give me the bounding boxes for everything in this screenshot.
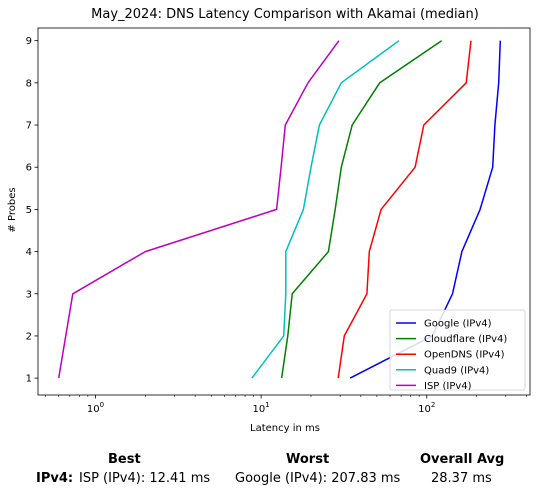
overall-avg-header: Overall Avg [420, 452, 505, 467]
y-tick-label: 9 [26, 36, 32, 47]
legend: Google (IPv4) Cloudflare (IPv4) OpenDNS (I… [389, 309, 526, 392]
x-tick-label: 101 [252, 401, 269, 415]
x-tick-label: 102 [418, 401, 435, 415]
summary-table: Best Worst Overall Avg IPv4: ISP (IPv4):… [0, 448, 541, 496]
series-line-1 [280, 40, 443, 379]
axes-frame [37, 27, 531, 396]
legend-label-4: ISP (IPv4) [424, 381, 472, 392]
x-tick-label: 100 [87, 401, 104, 415]
x-axis-label: Latency in ms [250, 423, 320, 434]
y-tick-label: 6 [26, 163, 32, 174]
overall-avg-value: 28.37 ms [431, 471, 492, 486]
legend-label-3: Quad9 (IPv4) [424, 365, 489, 376]
legend-box [389, 309, 526, 391]
y-tick-label: 2 [26, 331, 32, 342]
worst-header: Worst [286, 452, 330, 467]
plot-area: 100 101 102 1 2 3 4 5 6 7 8 9 Google (IPv4) Cloudflar… [26, 27, 531, 415]
y-tick-label: 3 [26, 289, 32, 300]
row-label-text: IPv4 [36, 471, 68, 486]
y-tick-label: 7 [26, 121, 32, 132]
series-line-2 [337, 40, 472, 379]
worst-value: Google (IPv4): 207.83 ms [235, 471, 401, 486]
chart-title: May_2024: DNS Latency Comparison with Ak… [91, 7, 479, 22]
best-value: ISP (IPv4): 12.41 ms [79, 471, 211, 486]
legend-label-2: OpenDNS (IPv4) [424, 350, 505, 361]
y-tick-label: 8 [26, 78, 32, 89]
legend-label-0: Google (IPv4) [424, 319, 492, 330]
row-label: IPv4: [36, 471, 74, 486]
best-header: Best [108, 452, 141, 467]
legend-label-1: Cloudflare (IPv4) [424, 334, 507, 345]
series-line-3 [251, 40, 400, 379]
series-line-4 [57, 40, 340, 379]
latency-chart: May_2024: DNS Latency Comparison with Ak… [7, 7, 531, 434]
y-tick-label: 1 [26, 374, 32, 385]
y-axis-label: # Probes [7, 187, 18, 232]
y-tick-label: 4 [26, 247, 32, 258]
y-tick-label: 5 [26, 205, 32, 216]
